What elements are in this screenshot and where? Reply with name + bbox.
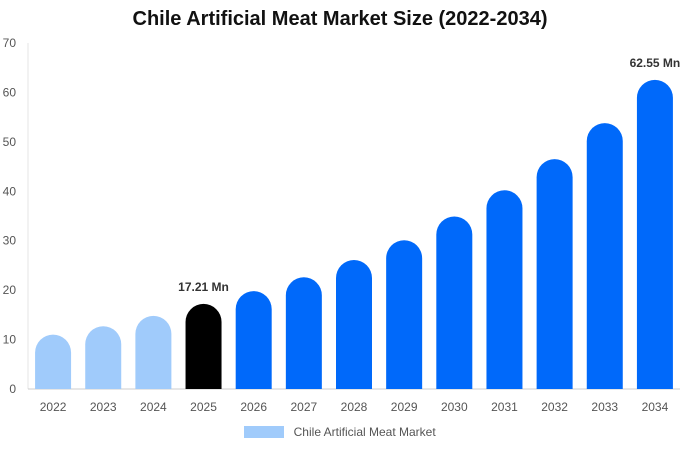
x-tick-label: 2027	[290, 400, 317, 414]
legend: Chile Artificial Meat Market	[0, 425, 680, 439]
bar-2033	[586, 123, 623, 389]
data-label-2025: 17.21 Mn	[178, 280, 229, 294]
legend-swatch	[244, 426, 285, 438]
y-tick-label: 60	[3, 85, 17, 99]
y-tick-label: 20	[3, 283, 17, 297]
bar-2028	[336, 259, 372, 389]
y-tick-label: 10	[3, 333, 17, 347]
bar-2029	[386, 240, 423, 389]
x-tick-label: 2022	[40, 400, 67, 414]
data-labels: 17.21 Mn 62.55 Mn	[178, 56, 680, 294]
x-tick-label: 2031	[491, 400, 518, 414]
x-tick-label: 2034	[642, 400, 669, 414]
bar-2025	[185, 303, 222, 389]
bar-2034	[636, 79, 673, 390]
bar-2030	[436, 216, 473, 389]
bar-2027	[285, 277, 322, 389]
x-tick-label: 2028	[341, 400, 368, 414]
y-tick-label: 50	[3, 135, 17, 149]
y-tick-label: 40	[3, 184, 17, 198]
x-tick-label: 2030	[441, 400, 468, 414]
x-tick-label: 2029	[391, 400, 418, 414]
x-tick-label: 2025	[190, 400, 217, 414]
bar-2031	[486, 190, 523, 389]
y-tick-label: 0	[9, 382, 16, 396]
bar-2023	[85, 326, 122, 389]
legend-label: Chile Artificial Meat Market	[293, 425, 436, 439]
bar-2032	[536, 159, 573, 389]
y-tick-label: 70	[3, 36, 17, 50]
x-tick-label: 2023	[90, 400, 117, 414]
bar-series	[35, 79, 673, 390]
bar-2022	[35, 334, 72, 389]
bar-2026	[235, 291, 272, 389]
y-axis: 0 10 20 30 40 50 60 70	[3, 36, 29, 396]
x-tick-label: 2026	[240, 400, 267, 414]
x-tick-label: 2024	[140, 400, 167, 414]
chart-title: Chile Artificial Meat Market Size (2022-…	[132, 8, 548, 30]
y-tick-label: 30	[3, 234, 17, 248]
x-axis: 2022 2023 2024 2025 2026 2027 2028 2029 2030 2031…	[28, 388, 680, 414]
bar-2024	[135, 315, 172, 389]
data-label-2034: 62.55 Mn	[630, 56, 680, 70]
x-tick-label: 2032	[541, 400, 568, 414]
x-tick-label: 2033	[591, 400, 618, 414]
